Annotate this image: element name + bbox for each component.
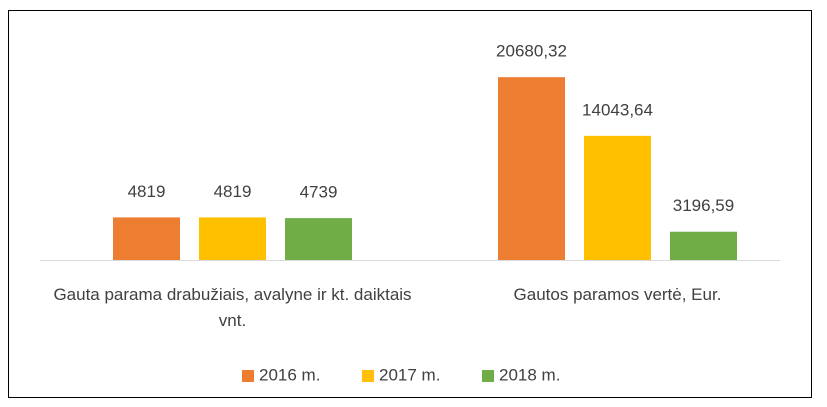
legend-swatch <box>362 370 374 382</box>
x-tick-label: Gauta parama drabužiais, avalyne ir kt. … <box>53 285 412 330</box>
data-label: 20680,32 <box>496 42 567 61</box>
data-label: 4819 <box>214 182 252 201</box>
chart-border <box>8 10 812 398</box>
data-label: 3196,59 <box>673 196 734 215</box>
legend-swatch <box>242 370 254 382</box>
data-label: 4739 <box>300 183 338 202</box>
bar <box>285 218 352 260</box>
bar <box>199 217 266 260</box>
legend-label: 2018 m. <box>499 365 560 384</box>
x-tick-label: Gautos paramos vertė, Eur. <box>513 285 722 304</box>
bar <box>498 77 565 260</box>
bar <box>113 217 180 260</box>
legend-label: 2016 m. <box>259 365 320 384</box>
legend-swatch <box>482 370 494 382</box>
bar <box>584 135 651 260</box>
bar <box>670 231 737 260</box>
data-label: 14043,64 <box>582 100 653 119</box>
data-label: 4819 <box>128 182 166 201</box>
legend-label: 2017 m. <box>379 365 440 384</box>
